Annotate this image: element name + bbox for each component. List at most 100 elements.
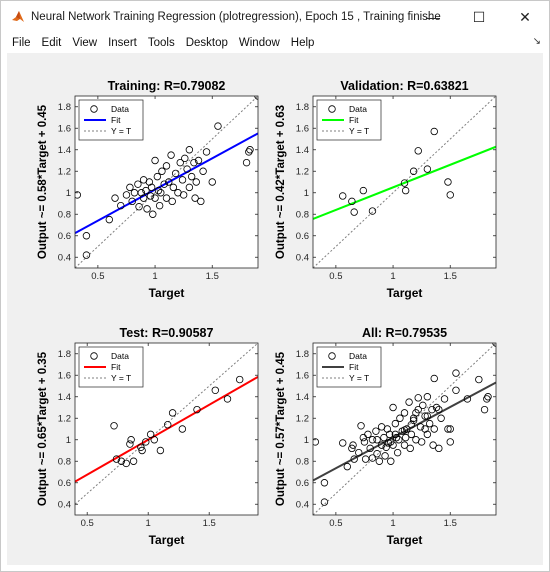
data-point [160,180,168,188]
menu-tools[interactable]: Tools [147,37,175,49]
y-axis-label: Output ~= 0.65*Target + 0.35 [37,351,49,506]
data-point [202,148,211,156]
menu-help[interactable]: Help [290,37,315,49]
data-point [117,457,126,465]
y-tick-label: 1 [66,435,71,446]
minimize-button[interactable]: — [410,1,456,33]
data-point [446,425,454,433]
data-point [235,375,244,384]
menu-window[interactable]: Window [238,37,280,49]
matlab-icon [12,11,24,22]
legend-label: Data [111,104,129,114]
data-point [343,462,352,471]
y-tick-label: 1.2 [58,167,71,178]
menu-insert[interactable]: Insert [108,37,137,49]
data-point [117,201,125,210]
data-point [392,433,401,442]
legend-label: Data [349,104,367,114]
y-tick-label: 0.4 [58,500,71,511]
data-point [164,421,172,429]
axes-frame [74,95,259,269]
data-point [185,146,194,154]
data-point [320,498,329,506]
plot-title: Test: R=0.90587 [120,326,214,340]
legend-label: Fit [111,115,121,125]
data-point [437,414,445,422]
menu-view[interactable]: View [72,37,98,49]
data-point [82,232,91,240]
data-point [158,167,166,175]
data-point [193,405,201,414]
y-tick-label: 0.4 [58,253,71,264]
data-point [444,178,452,186]
y-tick-label: 1.4 [296,145,309,156]
close-icon: ✕ [519,8,531,25]
legend-data-marker [328,105,336,113]
y-axis-label: Output ~= 0.42*Target + 0.63 [275,105,287,259]
data-point [178,425,187,433]
identity-line [75,343,258,505]
x-tick-label: 1 [146,518,151,529]
fit-line [313,145,496,220]
y-tick-label: 1.2 [296,167,309,178]
data-point [190,158,198,167]
data-point [423,430,432,439]
data-point [405,398,413,406]
data-point [339,439,347,447]
data-point [350,208,358,216]
plot-title: All: R=0.79535 [362,326,447,340]
dock-figure-icon[interactable]: ↘ [532,36,541,47]
data-point [154,186,163,195]
x-tick-label: 0.5 [329,518,342,529]
data-point [430,374,438,383]
data-point [475,375,483,384]
data-point [391,419,400,428]
close-button[interactable]: ✕ [502,1,548,33]
data-point [381,452,389,460]
data-point [444,425,452,433]
data-point [143,205,151,213]
data-point [463,395,472,403]
y-tick-label: 0.6 [296,231,309,242]
data-point [417,438,426,446]
maximize-button[interactable]: ☐ [456,1,502,33]
data-point [183,165,191,173]
data-point [169,183,178,192]
data-point [214,122,222,130]
data-point [389,403,397,412]
data-point [211,386,219,394]
y-tick-label: 1.8 [58,102,71,113]
title-bar[interactable]: Neural Network Training Regression (plot… [1,1,549,33]
data-point [446,438,454,446]
legend-label: Fit [349,115,359,125]
menu-file[interactable]: File [12,37,31,49]
y-tick-label: 0.8 [296,210,309,221]
y-tick-label: 0.4 [296,253,309,264]
data-point [178,176,187,184]
data-point [208,178,216,186]
data-point [401,433,410,442]
data-point [245,148,253,156]
data-point [135,203,143,211]
menu-edit[interactable]: Edit [41,37,62,49]
data-point [425,419,434,428]
x-axis-label: Target [149,286,185,300]
y-tick-label: 0.6 [58,478,71,489]
data-point [435,444,443,453]
data-point [348,444,356,453]
data-point [375,457,384,465]
legend-label: Y = T [111,373,131,383]
x-tick-label: 0.5 [81,518,94,529]
menu-desktop[interactable]: Desktop [185,37,228,49]
data-point [423,165,432,173]
data-point [350,455,358,463]
data-point [339,192,347,200]
data-point [165,178,173,186]
y-tick-label: 0.8 [58,210,71,221]
y-tick-label: 0.4 [296,500,309,511]
axes-frame [312,342,497,516]
data-point [82,251,91,259]
data-point [168,409,177,417]
